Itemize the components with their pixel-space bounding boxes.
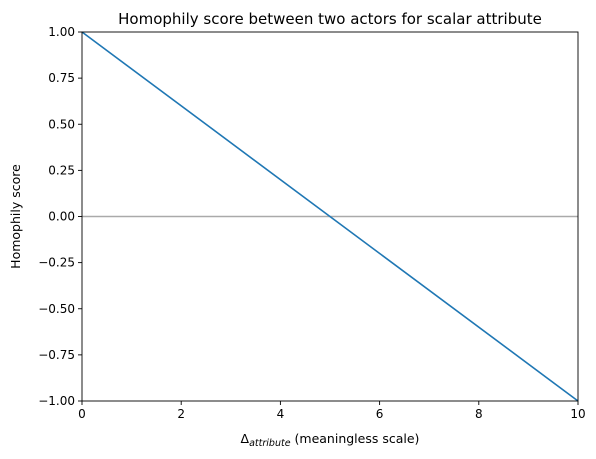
x-axis-label-subscript: attribute (249, 438, 291, 449)
y-tick-label: 0.00 (48, 210, 75, 224)
x-axis-label: Δattribute (meaningless scale) (241, 431, 420, 449)
y-tick-label: −0.75 (38, 348, 75, 362)
series-line (81, 31, 579, 402)
x-axis-label-text: (meaningless scale) (291, 431, 420, 446)
x-tick-label: 4 (277, 407, 285, 421)
y-axis: −1.00 −0.75 −0.50 −0.25 0.00 0.25 0.50 0.75 1.00 (38, 25, 82, 408)
x-tick-label: 10 (570, 407, 585, 421)
x-axis: 0 2 4 6 8 10 (78, 401, 586, 421)
y-axis-label: Homophily score (8, 164, 23, 269)
x-tick-label: 0 (78, 407, 86, 421)
y-tick-label: 1.00 (48, 25, 75, 39)
x-axis-label-symbol: Δ (241, 431, 250, 446)
y-tick-label: −0.25 (38, 256, 75, 270)
x-tick-label: 2 (177, 407, 185, 421)
y-tick-label: 0.50 (48, 117, 75, 131)
y-tick-label: −0.50 (38, 302, 75, 316)
chart-title: Homophily score between two actors for s… (118, 10, 542, 28)
x-tick-label: 6 (376, 407, 384, 421)
y-tick-label: −1.00 (38, 394, 75, 408)
y-tick-label: 0.25 (48, 163, 75, 177)
x-tick-label: 8 (475, 407, 483, 421)
plot-area (81, 31, 579, 402)
y-tick-label: 0.75 (48, 71, 75, 85)
